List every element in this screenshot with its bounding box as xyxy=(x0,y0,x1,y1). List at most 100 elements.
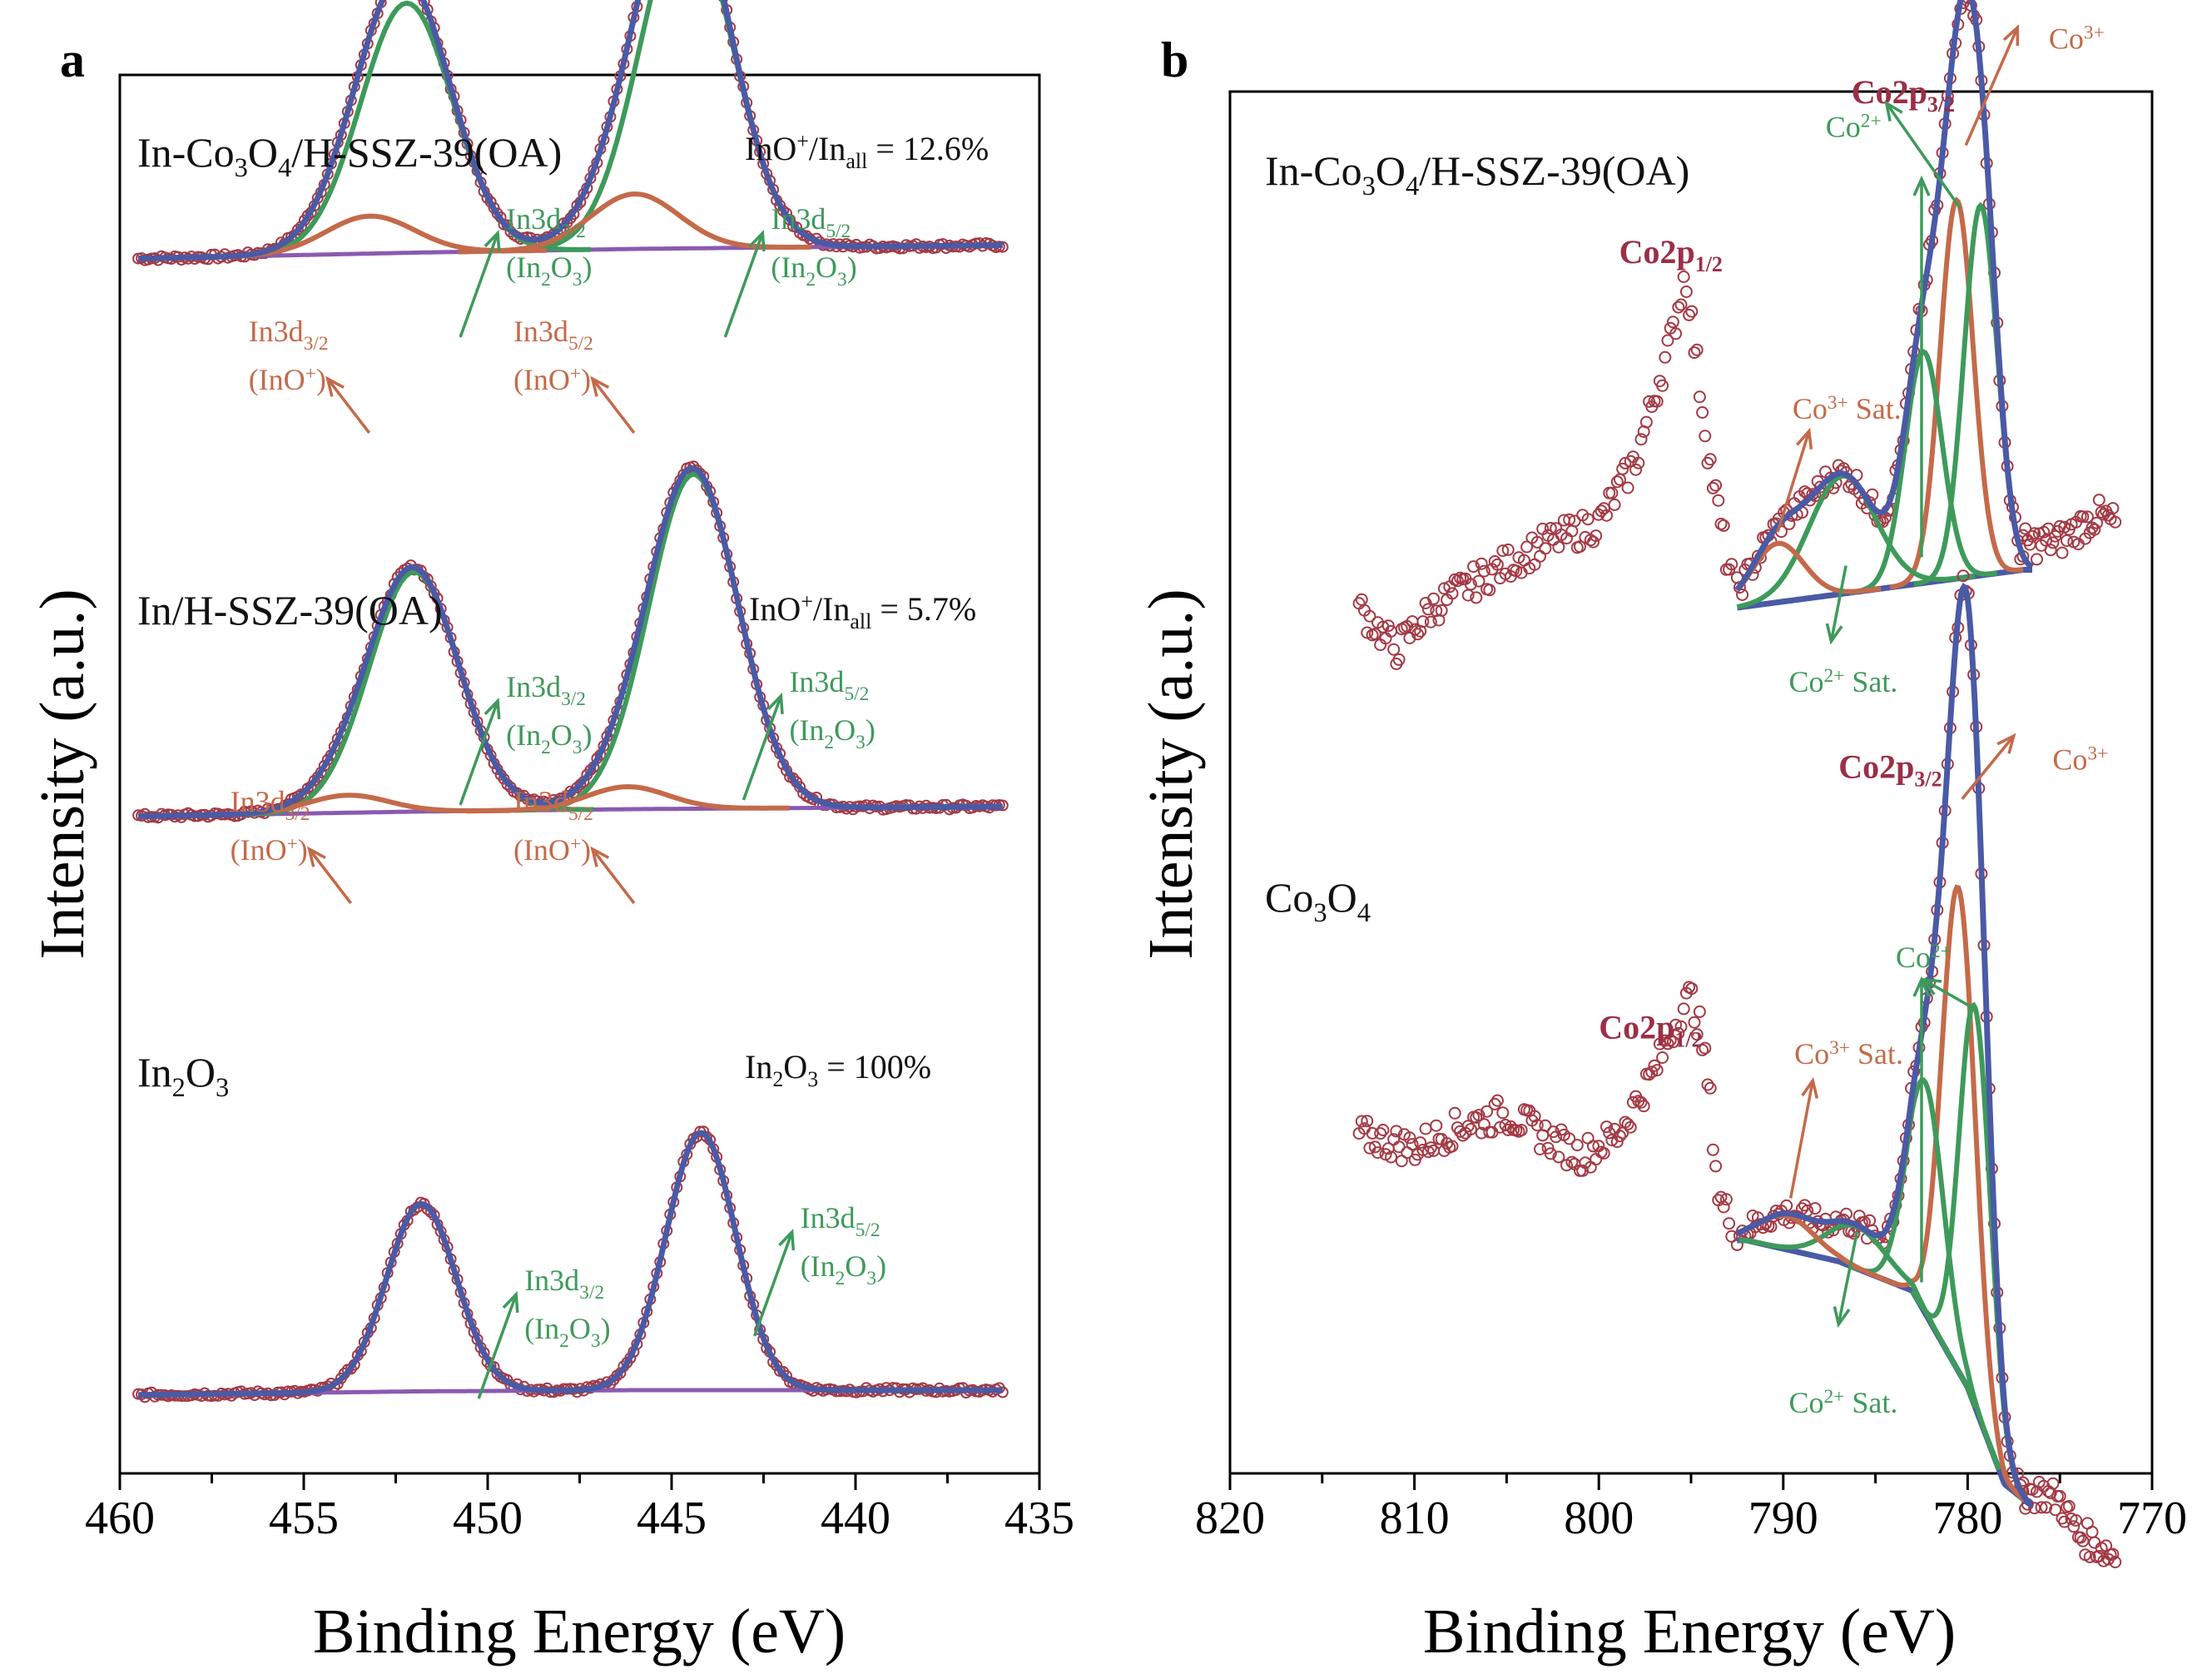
data-point xyxy=(1712,494,1725,507)
data-point xyxy=(701,1130,713,1143)
data-point xyxy=(1403,1131,1416,1145)
co3-arrow xyxy=(1961,733,2016,800)
panel-b-plot-area: In-Co3O4/H-SSZ-39(OA)Co2p3/2Co2p1/2Co3+C… xyxy=(1265,0,2122,1568)
data-point xyxy=(1470,591,1483,604)
data-point xyxy=(1717,1200,1730,1214)
label-arrow xyxy=(590,375,636,435)
data-point xyxy=(1674,1020,1688,1033)
data-point xyxy=(1414,1136,1427,1150)
data-point xyxy=(1616,462,1629,475)
data-point xyxy=(1843,480,1856,494)
co2-arrow xyxy=(1912,976,1931,1283)
data-point xyxy=(1520,540,1534,554)
peak-label-line2: (In2O3) xyxy=(506,251,592,291)
data-point xyxy=(2049,1503,2062,1517)
fit-envelope xyxy=(138,1130,1003,1398)
data-point xyxy=(2076,1534,2090,1547)
component-peak-3 xyxy=(1738,1222,1978,1408)
data-point xyxy=(1736,589,1749,601)
label-arrow xyxy=(723,229,766,338)
data-point xyxy=(1361,1115,1374,1128)
fit-envelope xyxy=(1735,582,2035,1508)
panel-b-xlabel: Binding Energy (eV) xyxy=(1423,1597,1956,1667)
x-tick-label: 820 xyxy=(1195,1493,1265,1544)
data-point xyxy=(1605,486,1619,499)
data-point xyxy=(2056,546,2069,559)
data-point xyxy=(1490,558,1504,571)
panel-a-ylabel: Intensity (a.u.) xyxy=(27,589,97,959)
data-point xyxy=(1472,1109,1485,1122)
data-point xyxy=(1639,415,1653,429)
data-point xyxy=(1496,1106,1510,1120)
x-tick-label: 790 xyxy=(1748,1493,1818,1544)
data-point xyxy=(1552,1150,1565,1164)
peak-label-line2: (In2O3) xyxy=(524,1312,610,1352)
x-tick-label: 810 xyxy=(1380,1493,1450,1544)
data-point xyxy=(1534,1143,1546,1155)
co3-arrow xyxy=(1964,24,2020,147)
peak-label: Co2+ Sat. xyxy=(1788,665,1897,698)
data-point xyxy=(1475,557,1488,570)
data-point xyxy=(1544,522,1557,534)
x-tick-label: 770 xyxy=(2117,1493,2187,1544)
data-point xyxy=(1696,1043,1709,1056)
data-point xyxy=(2070,1514,2083,1527)
x-tick-label: 460 xyxy=(85,1493,155,1544)
data-point xyxy=(1472,574,1485,588)
data-point xyxy=(1368,628,1381,641)
data-point xyxy=(1693,1005,1706,1018)
x-tick-label: 455 xyxy=(269,1493,339,1544)
x-tick-label: 450 xyxy=(453,1493,523,1544)
data-point xyxy=(1363,609,1376,623)
data-point xyxy=(1661,1037,1674,1051)
data-point xyxy=(1587,535,1599,549)
data-point xyxy=(1461,1120,1475,1133)
x-tick-label: 435 xyxy=(1004,1493,1074,1544)
peak-label: Co3+ Sat. xyxy=(1794,1037,1903,1070)
data-point xyxy=(1510,564,1523,578)
data-point xyxy=(1488,1097,1501,1110)
co2-arrow xyxy=(1884,100,1962,210)
data-point xyxy=(1659,350,1672,364)
data-point xyxy=(1385,1150,1397,1164)
data-point xyxy=(1376,1124,1390,1136)
peak-label: Co2+ Sat. xyxy=(1788,1386,1897,1419)
data-point xyxy=(1427,592,1441,605)
data-point xyxy=(1610,475,1624,489)
peak-label-line2: (In2O3) xyxy=(506,718,592,758)
ratio-label: In2O3 = 100% xyxy=(745,1048,931,1091)
data-point xyxy=(1534,549,1546,563)
data-point xyxy=(1480,1105,1494,1118)
panel-b-frame xyxy=(1228,90,2154,1475)
data-point xyxy=(1957,569,1970,583)
data-point xyxy=(574,778,587,791)
data-point xyxy=(1600,509,1613,522)
label-arrow xyxy=(306,846,352,905)
data-point xyxy=(1679,286,1693,298)
component-peak-0 xyxy=(1891,884,2026,1503)
data-point xyxy=(1688,1016,1701,1029)
data-point xyxy=(1666,315,1679,329)
data-point xyxy=(1962,0,1975,5)
data-point xyxy=(1392,1140,1406,1154)
data-point xyxy=(1470,1111,1483,1124)
peak-label-line2: (InO+) xyxy=(231,833,308,867)
data-point xyxy=(1496,544,1510,558)
sample-name: In2O3 xyxy=(137,1049,229,1103)
data-point xyxy=(1574,540,1586,554)
peak-label: Co2+ xyxy=(1826,110,1882,143)
data-point xyxy=(1813,480,1827,494)
fit-envelope xyxy=(138,0,1003,261)
data-point xyxy=(1685,982,1699,996)
data-point xyxy=(2088,523,2101,536)
data-point xyxy=(2081,510,2094,524)
component-peak-3 xyxy=(1736,473,1976,610)
data-point xyxy=(1672,301,1685,314)
panel-a-xlabel: Binding Energy (eV) xyxy=(313,1597,846,1667)
data-point xyxy=(2090,516,2103,529)
data-point xyxy=(1597,1147,1610,1160)
data-point xyxy=(1661,334,1674,347)
data-point xyxy=(1411,628,1424,641)
data-point xyxy=(1600,1120,1613,1134)
data-point xyxy=(2053,1489,2066,1503)
